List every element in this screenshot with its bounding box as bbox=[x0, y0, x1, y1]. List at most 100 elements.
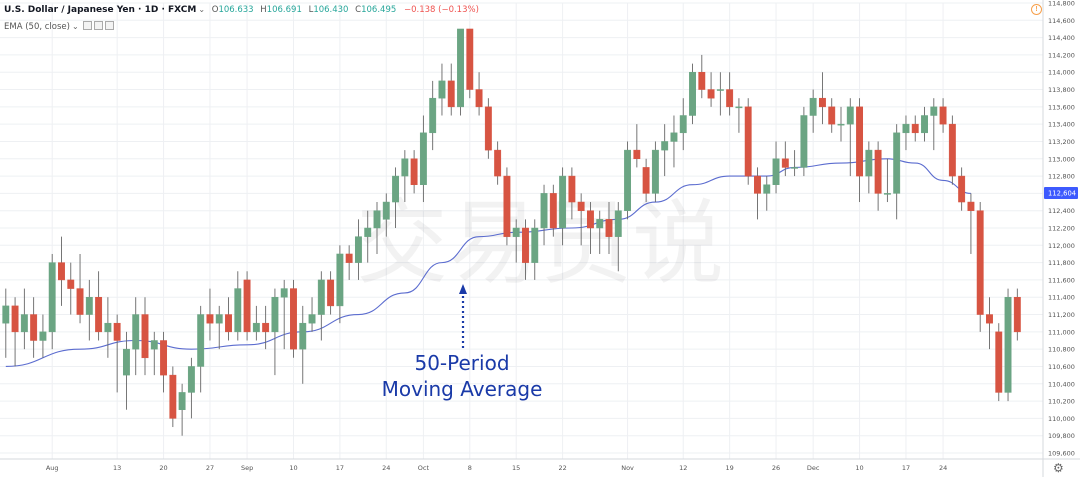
close-icon[interactable] bbox=[105, 21, 115, 30]
price-tick-label: 110,000 bbox=[1048, 415, 1075, 423]
arrow-head bbox=[459, 284, 467, 294]
price-tick-label: 113,600 bbox=[1048, 103, 1075, 111]
candle-body bbox=[429, 97, 437, 134]
candle-body bbox=[225, 314, 232, 333]
candle-up bbox=[2, 288, 10, 358]
price-axis[interactable]: 114,800 114,600 114,400 114,200 114,000 113,8… bbox=[1042, 0, 1078, 477]
time-tick-label: Oct bbox=[418, 464, 430, 472]
candle-down bbox=[1013, 288, 1021, 341]
candle-body bbox=[846, 106, 854, 125]
candle-up bbox=[559, 167, 567, 246]
candle-up bbox=[800, 106, 808, 177]
candle-body bbox=[948, 123, 956, 177]
candle-body bbox=[364, 227, 372, 237]
settings-icon[interactable] bbox=[94, 21, 104, 30]
candle-body bbox=[457, 28, 464, 108]
candle-down bbox=[447, 63, 455, 116]
watermark: 交易员说 bbox=[356, 190, 724, 297]
candle-down bbox=[874, 141, 882, 211]
indicator-legend: EMA (50, close) ⌄ bbox=[4, 21, 115, 32]
candle-body bbox=[475, 89, 483, 108]
change-value: −0.138 (−0.13%) bbox=[403, 5, 479, 15]
time-tick-label: Aug bbox=[46, 464, 59, 472]
annotation-arrow bbox=[459, 284, 467, 348]
time-tick-label: 26 bbox=[772, 464, 780, 472]
candle-body bbox=[327, 279, 335, 307]
low-value: 106.430 bbox=[313, 5, 349, 15]
candle-up bbox=[178, 383, 186, 436]
candle-up bbox=[670, 115, 678, 168]
candle-down bbox=[726, 72, 734, 116]
candle-up bbox=[401, 150, 409, 203]
candle-body bbox=[605, 219, 613, 237]
candle-body bbox=[410, 158, 418, 185]
price-tick-label: 114,600 bbox=[1048, 17, 1075, 25]
candle-body bbox=[141, 314, 149, 359]
candle-up bbox=[382, 193, 390, 237]
candle-down bbox=[243, 271, 251, 341]
time-tick-label: 17 bbox=[336, 464, 344, 472]
candle-up bbox=[252, 305, 260, 341]
time-axis[interactable]: Aug 13 20 27 Sep 10 17 24 Oct 8 15 22 Nov 12 19 26 Dec 10… bbox=[0, 458, 1080, 472]
candle-down bbox=[586, 202, 594, 254]
price-tick-label: 111,200 bbox=[1048, 311, 1075, 319]
alert-circle-icon[interactable]: ! bbox=[1031, 4, 1042, 15]
price-tick-label: 113,400 bbox=[1048, 121, 1075, 129]
chevron-down-icon[interactable]: ⌄ bbox=[198, 5, 206, 14]
candle-up bbox=[317, 271, 325, 341]
candle-up bbox=[336, 245, 344, 324]
price-tick-label: 112,800 bbox=[1048, 173, 1075, 181]
candle-down bbox=[549, 184, 557, 237]
candle-body bbox=[540, 193, 548, 229]
candle-body bbox=[735, 106, 743, 109]
candle-body bbox=[670, 132, 678, 142]
candle-body bbox=[976, 210, 984, 315]
candle-body bbox=[466, 28, 474, 90]
candle-body bbox=[549, 193, 557, 229]
candle-up bbox=[689, 63, 696, 125]
candle-down bbox=[76, 253, 84, 324]
candle-up bbox=[893, 124, 901, 220]
candle-up bbox=[540, 184, 548, 246]
candle-up bbox=[883, 158, 891, 203]
candle-body bbox=[345, 253, 353, 263]
candle-up bbox=[419, 115, 427, 203]
candle-down bbox=[911, 115, 919, 142]
candle-body bbox=[707, 89, 715, 99]
candle-down bbox=[30, 297, 38, 358]
candle-down bbox=[828, 98, 836, 133]
symbol-title[interactable]: U.S. Dollar / Japanese Yen · 1D · FXCM bbox=[4, 5, 197, 15]
symbol-legend: U.S. Dollar / Japanese Yen · 1D · FXCM ⌄ … bbox=[4, 5, 479, 15]
candle-up bbox=[197, 305, 205, 393]
indicator-title[interactable]: EMA (50, close) bbox=[4, 22, 70, 32]
candle-down bbox=[754, 167, 761, 220]
price-tick-label: 111,800 bbox=[1048, 259, 1075, 267]
candle-layer bbox=[2, 28, 1021, 436]
candle-body bbox=[382, 201, 390, 220]
price-tick-label: 110,400 bbox=[1048, 380, 1075, 388]
candle-down bbox=[494, 141, 502, 185]
eye-icon[interactable] bbox=[83, 21, 93, 30]
candle-body bbox=[818, 97, 826, 108]
time-tick-label: Dec bbox=[807, 464, 820, 472]
gear-icon[interactable]: ⚙ bbox=[1053, 461, 1064, 475]
candle-up bbox=[1004, 288, 1012, 402]
candle-body bbox=[39, 331, 47, 341]
candle-body bbox=[169, 374, 177, 419]
candle-down bbox=[206, 288, 214, 341]
price-tick-label: 112,400 bbox=[1048, 207, 1075, 215]
time-tick-label: 24 bbox=[382, 464, 390, 472]
candle-body bbox=[447, 80, 455, 108]
candle-up bbox=[716, 72, 724, 116]
chevron-down-icon[interactable]: ⌄ bbox=[71, 22, 79, 31]
candle-down bbox=[707, 72, 715, 107]
price-tick-label: 111,600 bbox=[1048, 276, 1075, 284]
candle-down bbox=[225, 297, 232, 341]
price-tick-label: 114,400 bbox=[1048, 34, 1075, 42]
candle-body bbox=[800, 115, 808, 168]
candle-up bbox=[373, 202, 381, 254]
candle-body bbox=[67, 279, 75, 289]
candle-body bbox=[586, 210, 594, 229]
candle-body bbox=[939, 106, 947, 125]
